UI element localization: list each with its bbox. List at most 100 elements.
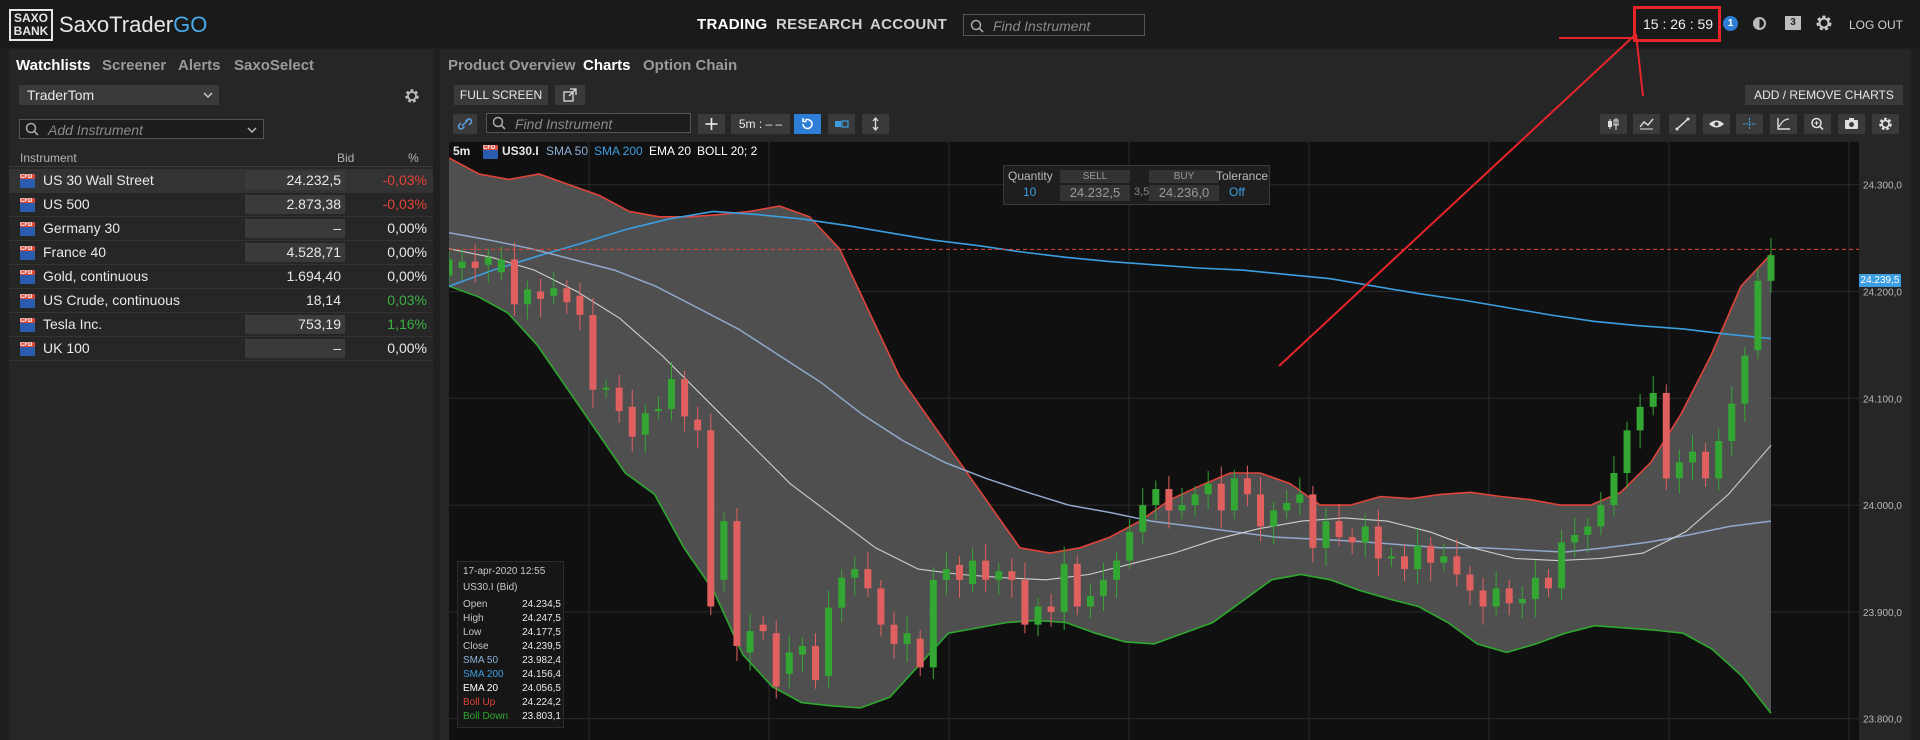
link-button[interactable]	[453, 114, 477, 134]
candle	[576, 295, 584, 315]
tooltip-value: 24.239,5	[522, 641, 561, 652]
eye-button[interactable]	[1703, 114, 1730, 134]
candle	[510, 259, 518, 305]
zoom-button[interactable]	[1804, 114, 1831, 134]
popout-button[interactable]	[555, 85, 585, 105]
tooltip-row: Low 24.177,5	[463, 627, 561, 641]
watchlist-row[interactable]: Gold, continuous 1.694,40 0,00%	[9, 265, 433, 289]
watchlist-row[interactable]: US 500 2.873,38 -0,03%	[9, 193, 433, 217]
cfd-icon	[20, 342, 35, 356]
chart-settings-button[interactable]	[1872, 114, 1899, 134]
watchlist-select[interactable]: TraderTom	[19, 85, 219, 105]
nav-research[interactable]: RESEARCH	[776, 16, 863, 33]
camera-button[interactable]	[1838, 114, 1865, 134]
candle	[1060, 563, 1068, 612]
bid-value[interactable]: 753,19	[245, 315, 345, 334]
candle	[1296, 494, 1304, 503]
watchlist-settings-icon[interactable]	[403, 87, 421, 105]
axis-button[interactable]	[1770, 114, 1797, 134]
add-instrument-input[interactable]: Add Instrument	[19, 119, 264, 139]
price-chart[interactable]: 24.300,0 24.200,0 24.100,0 24.000,0 23.900,0…	[449, 142, 1902, 740]
saxo-logo[interactable]: SAXO BANK	[9, 9, 53, 41]
candle	[1270, 510, 1278, 527]
candle	[1531, 577, 1539, 600]
watchlist-row[interactable]: US 30 Wall Street 24.232,5 -0,03%	[9, 169, 433, 193]
cfd-icon	[20, 294, 35, 308]
ohlc-tooltip: 17-apr-2020 12:55 US30.I (Bid) Open 24.23…	[457, 561, 564, 728]
candle	[982, 560, 990, 580]
candle	[1401, 556, 1409, 570]
interval-select[interactable]: 5m : – –	[731, 114, 790, 134]
tab-option-chain[interactable]: Option Chain	[643, 57, 738, 74]
candle	[864, 569, 872, 589]
tab-saxoselect[interactable]: SaxoSelect	[234, 57, 315, 74]
refresh-button[interactable]	[794, 114, 821, 134]
nav-account[interactable]: ACCOUNT	[870, 16, 948, 33]
col-pct: %	[408, 151, 419, 165]
tab-alerts[interactable]: Alerts	[178, 57, 221, 74]
candle	[1178, 505, 1186, 511]
candle	[1571, 534, 1579, 543]
cfd-icon	[20, 198, 35, 212]
candle	[1021, 579, 1029, 625]
chart-layout-button[interactable]	[828, 114, 855, 134]
bid-value[interactable]: 24.232,5	[245, 171, 345, 190]
logout-link[interactable]: LOG OUT	[1849, 18, 1904, 32]
draw-line-button[interactable]	[1669, 114, 1696, 134]
indicators-button[interactable]	[1633, 114, 1660, 134]
buy-button[interactable]: 24.236,0	[1149, 185, 1219, 201]
bid-value[interactable]: –	[245, 219, 345, 238]
add-compare-button[interactable]	[698, 114, 725, 134]
candle	[746, 631, 754, 653]
pct-change: 1,16%	[387, 316, 427, 332]
candle	[916, 638, 924, 668]
tab-watchlists[interactable]: Watchlists	[16, 57, 91, 74]
top-search-input[interactable]: Find Instrument	[963, 14, 1145, 36]
instrument-name: Gold, continuous	[43, 268, 149, 284]
chart-find-instrument[interactable]: Find Instrument	[486, 113, 691, 133]
settings-gear-icon[interactable]	[1814, 13, 1834, 33]
watchlist-row[interactable]: US Crude, continuous 18,14 0,03%	[9, 289, 433, 313]
bid-value[interactable]: 18,14	[305, 292, 341, 308]
tooltip-value: 24.234,5	[522, 599, 561, 610]
crosshair-button[interactable]	[1736, 114, 1763, 134]
tooltip-date: 17-apr-2020 12:55	[463, 566, 546, 577]
messages-badge[interactable]: 3	[1785, 16, 1801, 30]
bid-value[interactable]: 2.873,38	[245, 195, 345, 214]
bid-value[interactable]: 4.528,71	[245, 243, 345, 262]
candle	[969, 560, 977, 585]
candle-type-button[interactable]	[1600, 114, 1627, 134]
theme-toggle-icon[interactable]	[1753, 17, 1766, 30]
tooltip-label: Boll Down	[463, 711, 509, 722]
candle	[589, 314, 597, 390]
tolerance-value[interactable]: Off	[1229, 185, 1245, 199]
quantity-value[interactable]: 10	[1023, 185, 1037, 199]
col-bid: Bid	[337, 151, 355, 165]
tooltip-row: Boll Down 23.803,1	[463, 711, 561, 725]
candle	[1767, 255, 1775, 281]
candle	[1165, 489, 1173, 511]
candle	[615, 387, 623, 412]
bid-value[interactable]: 1.694,40	[286, 268, 342, 284]
candle	[1492, 588, 1500, 607]
bid-value[interactable]: –	[245, 339, 345, 358]
notification-badge[interactable]: 1	[1723, 16, 1738, 31]
buy-label: BUY	[1149, 170, 1219, 183]
candle	[537, 291, 545, 299]
more-options-button[interactable]	[862, 114, 889, 134]
add-remove-charts-button[interactable]: ADD / REMOVE CHARTS	[1745, 85, 1903, 105]
watchlist-row[interactable]: Germany 30 – 0,00%	[9, 217, 433, 241]
tab-charts[interactable]: Charts	[583, 57, 631, 74]
watchlist-row[interactable]: UK 100 – 0,00%	[9, 337, 433, 361]
watchlist-row[interactable]: France 40 4.528,71 0,00%	[9, 241, 433, 265]
tab-product-overview[interactable]: Product Overview	[448, 57, 576, 74]
sell-button[interactable]: 24.232,5	[1060, 185, 1130, 201]
full-screen-button[interactable]: FULL SCREEN	[454, 85, 548, 105]
watchlist-row[interactable]: Tesla Inc. 753,19 1,16%	[9, 313, 433, 337]
nav-trading[interactable]: TRADING	[697, 16, 768, 33]
tab-screener[interactable]: Screener	[102, 57, 167, 74]
candle	[1139, 505, 1147, 532]
candle	[1505, 588, 1513, 604]
crosshair-icon	[1743, 118, 1756, 130]
